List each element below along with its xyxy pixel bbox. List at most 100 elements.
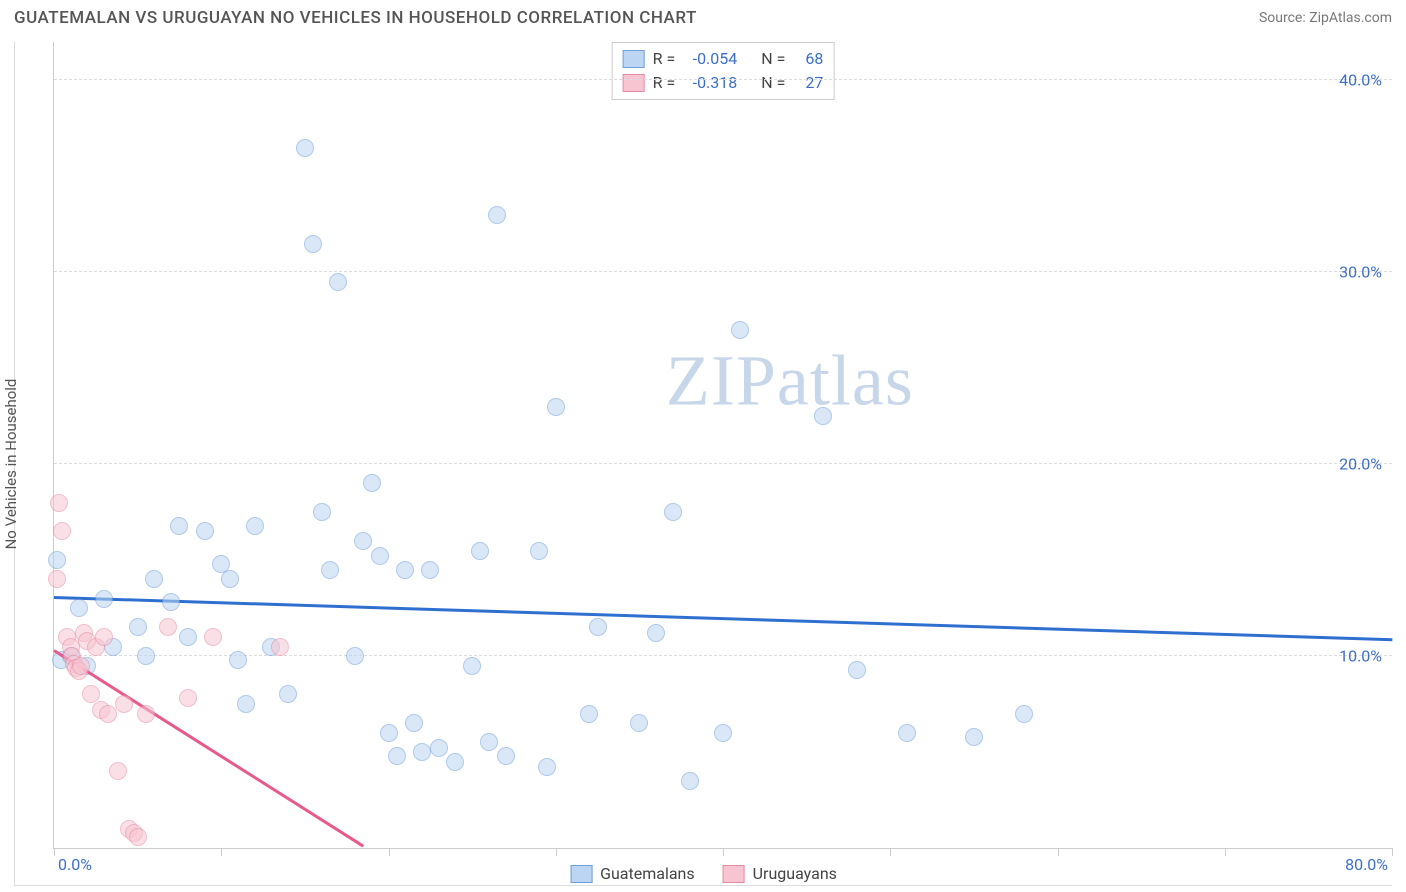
data-point <box>413 743 431 761</box>
x-tick <box>1225 848 1226 856</box>
data-point <box>530 542 548 560</box>
x-tick <box>54 848 55 856</box>
chart-container: No Vehicles in Household ZIPatlas R =-0.… <box>14 42 1392 886</box>
r-value: -0.054 <box>683 47 737 71</box>
data-point <box>480 733 498 751</box>
data-point <box>246 517 264 535</box>
data-point <box>179 628 197 646</box>
gridline <box>54 655 1392 656</box>
gridline <box>54 271 1392 272</box>
data-point <box>137 705 155 723</box>
data-point <box>279 685 297 703</box>
data-point <box>388 747 406 765</box>
data-point <box>430 739 448 757</box>
data-point <box>229 651 247 669</box>
r-label: R = <box>653 71 676 95</box>
data-point <box>965 728 983 746</box>
stats-legend-box: R = -0.054 N = 68R = -0.318 N = 27 <box>612 42 835 100</box>
n-label: N = <box>761 47 785 71</box>
data-point <box>109 762 127 780</box>
data-point <box>731 321 749 339</box>
data-point <box>589 618 607 636</box>
data-point <box>50 494 68 512</box>
data-point <box>137 647 155 665</box>
data-point <box>396 561 414 579</box>
data-point <box>329 273 347 291</box>
x-tick-label: 80.0% <box>1345 855 1388 874</box>
data-point <box>1015 705 1033 723</box>
data-point <box>354 532 372 550</box>
gridline <box>54 463 1392 464</box>
y-axis-label: No Vehicles in Household <box>2 378 20 549</box>
data-point <box>371 547 389 565</box>
data-point <box>321 561 339 579</box>
x-tick-label: 0.0% <box>58 855 92 874</box>
legend-label: Uruguayans <box>753 864 837 883</box>
data-point <box>681 772 699 790</box>
data-point <box>221 570 239 588</box>
r-value: -0.318 <box>683 71 737 95</box>
y-tick-label: 10.0% <box>1339 647 1382 666</box>
plot-area: ZIPatlas R =-0.054 N =68R =-0.318 N =27 … <box>53 42 1392 849</box>
data-point <box>304 235 322 253</box>
legend-label: Guatemalans <box>600 864 695 883</box>
data-point <box>848 661 866 679</box>
x-tick <box>389 848 390 856</box>
data-point <box>580 705 598 723</box>
data-point <box>471 542 489 560</box>
trend-line <box>53 649 364 847</box>
data-point <box>145 570 163 588</box>
data-point <box>196 522 214 540</box>
data-point <box>405 714 423 732</box>
watermark: ZIPatlas <box>666 339 914 422</box>
data-point <box>814 407 832 425</box>
data-point <box>313 503 331 521</box>
x-tick <box>723 848 724 856</box>
y-tick-label: 30.0% <box>1339 263 1382 282</box>
y-tick-label: 20.0% <box>1339 455 1382 474</box>
x-tick <box>556 848 557 856</box>
data-point <box>488 206 506 224</box>
data-point <box>497 747 515 765</box>
data-point <box>53 522 71 540</box>
data-point <box>162 593 180 611</box>
data-point <box>538 758 556 776</box>
n-value: 68 <box>793 47 823 71</box>
data-point <box>129 828 147 846</box>
x-tick <box>1058 848 1059 856</box>
r-label: R = <box>653 47 676 71</box>
data-point <box>463 657 481 675</box>
data-point <box>664 503 682 521</box>
stats-row: R = -0.054 N = 68 <box>623 47 824 71</box>
data-point <box>48 570 66 588</box>
data-point <box>170 517 188 535</box>
data-point <box>898 724 916 742</box>
x-tick <box>1392 848 1393 856</box>
data-point <box>421 561 439 579</box>
data-point <box>714 724 732 742</box>
chart-title: GUATEMALAN VS URUGUAYAN NO VEHICLES IN H… <box>14 8 697 28</box>
data-point <box>647 624 665 642</box>
n-value: 27 <box>793 71 823 95</box>
data-point <box>446 753 464 771</box>
legend-item: Uruguayans <box>723 864 837 883</box>
legend-item: Guatemalans <box>570 864 695 883</box>
data-point <box>237 695 255 713</box>
data-point <box>48 551 66 569</box>
data-point <box>380 724 398 742</box>
legend-swatch <box>623 74 645 92</box>
x-tick <box>890 848 891 856</box>
data-point <box>99 705 117 723</box>
data-point <box>204 628 222 646</box>
trend-line <box>54 596 1392 641</box>
source-label: Source: ZipAtlas.com <box>1259 10 1392 26</box>
y-tick-label: 40.0% <box>1339 71 1382 90</box>
data-point <box>95 628 113 646</box>
data-point <box>179 689 197 707</box>
series-legend: Guatemalans Uruguayans <box>570 864 837 883</box>
legend-swatch <box>570 865 592 883</box>
stats-row: R =-0.318 N =27 <box>623 71 824 95</box>
data-point <box>296 139 314 157</box>
data-point <box>346 647 364 665</box>
data-point <box>95 590 113 608</box>
